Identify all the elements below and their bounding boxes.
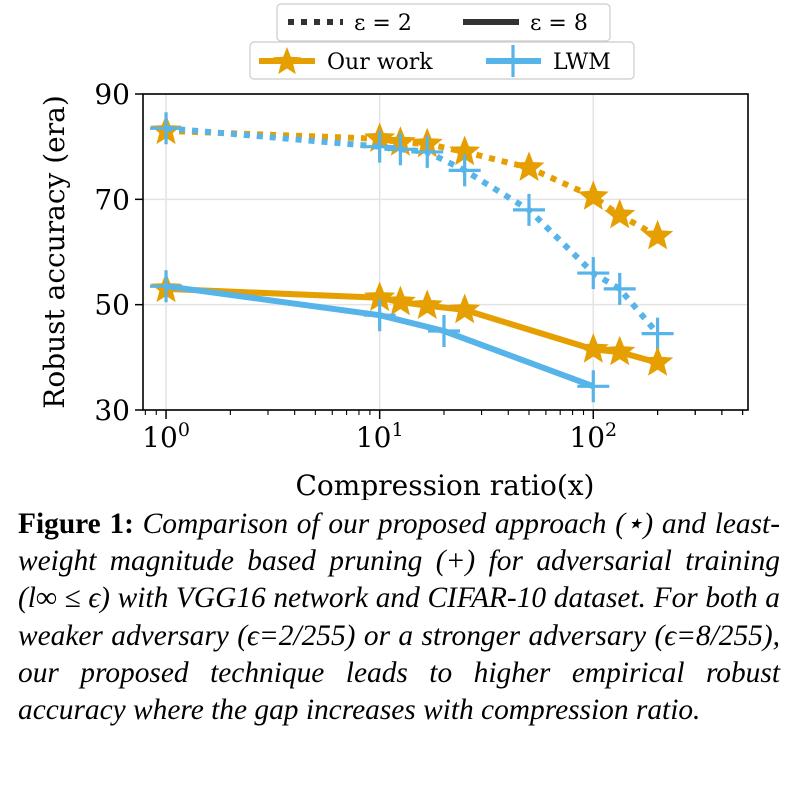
data-point-star [641,219,674,250]
y-tick-label: 30 [94,394,130,427]
data-point-plus [603,272,636,305]
legend-linestyle-box [276,3,611,42]
data-point-star [577,333,609,363]
data-point-star [513,151,545,182]
data-point-star [604,198,636,229]
legend-plus-marker [497,45,529,77]
data-point-plus [577,257,610,290]
data-point-plus [150,270,183,303]
series-layer [150,112,674,403]
legend-lwm-label: LWM [553,50,611,75]
legend-eps2-label: ε = 2 [354,11,412,36]
series-line-lwm-eps8 [165,283,595,390]
data-point-plus [384,133,417,166]
legend-method: Our work LWM [249,41,635,80]
caption-text: Comparison of our proposed approach (⋆) … [18,508,780,727]
x-axis-label: Compression ratio(x) [296,469,595,500]
plot-frame [142,93,749,411]
data-point-star [449,293,481,324]
legend-star-marker [272,47,302,75]
data-point-plus [641,317,674,350]
data-point-plus [427,315,460,347]
data-point-plus [577,370,610,403]
x-tick-label: 100 [142,419,190,454]
y-tick-label: 70 [94,183,130,216]
y-tick-label: 90 [94,78,130,111]
legend-ours-label: Our work [327,50,433,75]
legend-method-box [249,41,635,80]
data-point-plus [411,135,444,168]
data-point-star [604,335,636,366]
figure-caption: Figure 1: Comparison of our proposed app… [18,506,780,729]
x-tick-label: 101 [356,419,404,454]
data-point-star [577,180,609,210]
legend-linestyle: ε = 2 ε = 8 [276,3,611,42]
caption-label: Figure 1: [18,508,134,540]
data-point-star [384,285,416,316]
data-point-star [641,346,674,376]
robust-accuracy-chart: 30 50 70 90 100 101 102 Compression ratio(x) R… [38,3,749,500]
y-tick-label: 50 [94,289,130,322]
data-point-plus [150,112,183,145]
data-point-plus [363,299,396,332]
data-point-plus [512,193,545,226]
data-point-plus [448,154,481,187]
x-tick-label: 102 [569,419,617,454]
data-point-star [411,289,443,320]
data-point-plus [363,130,396,163]
legend-eps8-label: ε = 8 [530,11,588,36]
axes: 30 50 70 90 100 101 102 [94,78,744,454]
y-axis-label: Robust accuracy (era) [38,95,71,408]
series-line-ours-eps2 [165,127,660,239]
